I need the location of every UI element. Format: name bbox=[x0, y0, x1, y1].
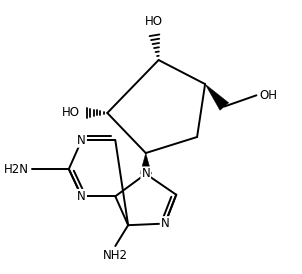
Text: OH: OH bbox=[260, 89, 278, 102]
Polygon shape bbox=[140, 153, 152, 174]
Text: H2N: H2N bbox=[4, 162, 29, 176]
Polygon shape bbox=[205, 84, 229, 110]
Text: N: N bbox=[77, 134, 86, 147]
Text: N: N bbox=[141, 167, 150, 180]
Text: N: N bbox=[77, 190, 86, 203]
Text: HO: HO bbox=[62, 106, 80, 119]
Text: NH2: NH2 bbox=[103, 249, 128, 262]
Text: N: N bbox=[161, 217, 169, 230]
Text: HO: HO bbox=[145, 15, 163, 28]
